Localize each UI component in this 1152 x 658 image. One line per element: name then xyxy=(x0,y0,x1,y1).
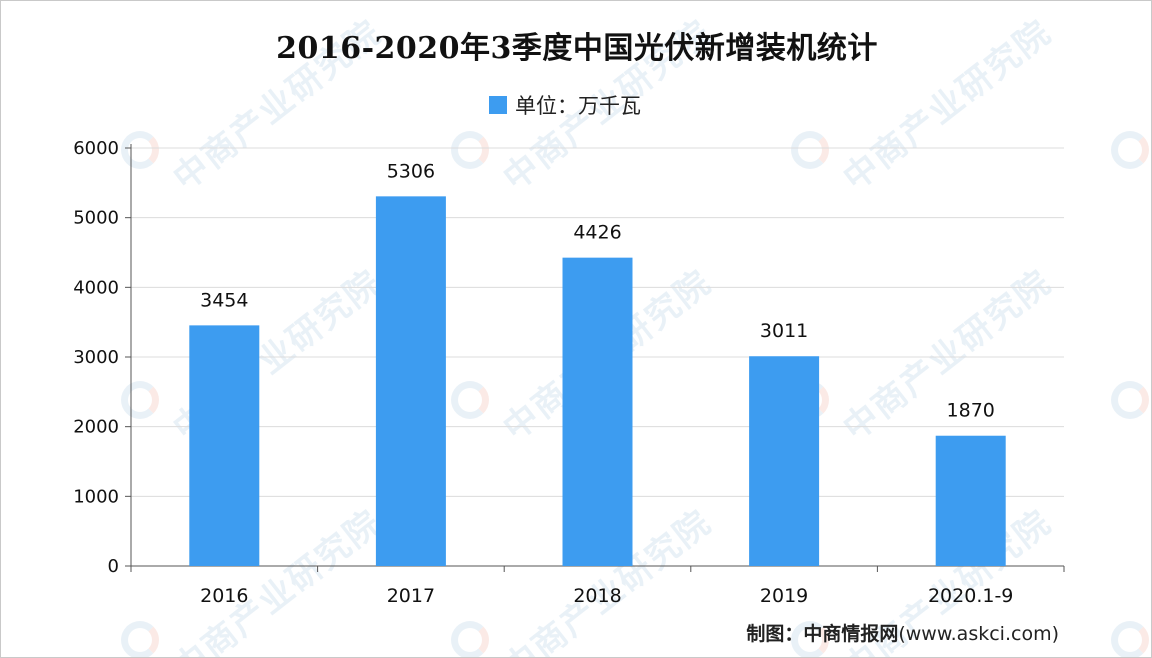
x-tick-label: 2016 xyxy=(200,585,248,607)
source-credit: 制图：中商情报网(www.askci.com) xyxy=(746,619,1059,646)
chart-title: 2016-2020年3季度中国光伏新增装机统计 xyxy=(276,31,878,66)
bar xyxy=(189,325,260,566)
source-url: (www.askci.com) xyxy=(898,623,1059,645)
legend-swatch xyxy=(489,96,507,114)
legend: 单位：万千瓦 xyxy=(489,91,641,119)
data-label: 5306 xyxy=(387,160,435,182)
legend-label: 单位：万千瓦 xyxy=(515,94,641,118)
bar xyxy=(375,196,446,566)
y-tick-label: 4000 xyxy=(73,277,119,298)
data-label: 3454 xyxy=(200,289,248,311)
bar xyxy=(935,435,1006,566)
y-tick-label: 6000 xyxy=(73,138,119,159)
y-tick-label: 1000 xyxy=(73,486,119,507)
y-tick-label: 0 xyxy=(108,556,119,577)
data-label: 4426 xyxy=(573,222,621,244)
x-tick-label: 2017 xyxy=(387,585,435,607)
y-tick-label: 5000 xyxy=(73,208,119,229)
y-tick-label: 2000 xyxy=(73,417,119,438)
x-tick-label: 2020.1-9 xyxy=(928,585,1013,607)
x-tick-label: 2019 xyxy=(760,585,808,607)
bar xyxy=(562,257,633,566)
data-label: 3011 xyxy=(760,320,808,342)
bar xyxy=(749,356,820,566)
data-label: 1870 xyxy=(947,400,995,422)
source-label: 制图：中商情报网 xyxy=(746,623,899,645)
x-tick-label: 2018 xyxy=(573,585,621,607)
y-tick-label: 3000 xyxy=(73,347,119,368)
